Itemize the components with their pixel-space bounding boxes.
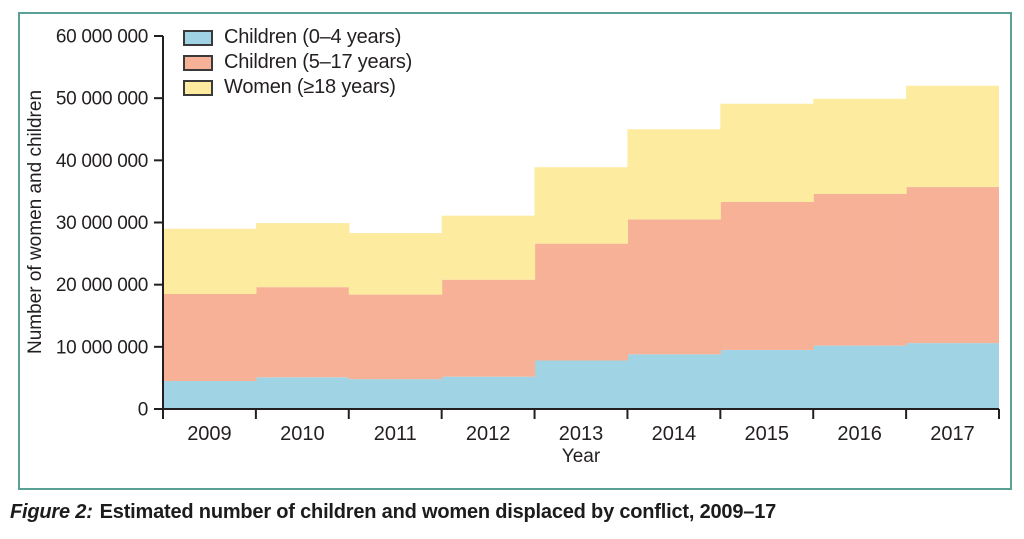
figure-caption-label: Figure 2: [10, 501, 93, 523]
figure-frame [18, 12, 1012, 490]
legend-item-women-18: Women (≥18 years) [183, 75, 412, 100]
legend-swatch-women-18-icon [183, 79, 213, 96]
legend-label: Women (≥18 years) [224, 76, 396, 98]
legend-label: Children (5–17 years) [224, 51, 413, 73]
legend-item-children-5-17: Children (5–17 years) [183, 50, 412, 75]
legend-swatch-children-0-4-icon [183, 29, 213, 46]
y-axis-title: Number of women and children [25, 89, 46, 355]
chart-legend: Children (0–4 years) Children (5–17 year… [183, 25, 412, 100]
legend-label: Children (0–4 years) [224, 26, 402, 48]
x-axis-title: Year [561, 446, 601, 467]
figure-caption: Figure 2: Estimated number of children an… [10, 501, 776, 524]
figure-caption-text: Estimated number of children and women d… [99, 501, 777, 523]
legend-item-children-0-4: Children (0–4 years) [183, 25, 412, 50]
legend-swatch-children-5-17-icon [183, 54, 213, 71]
